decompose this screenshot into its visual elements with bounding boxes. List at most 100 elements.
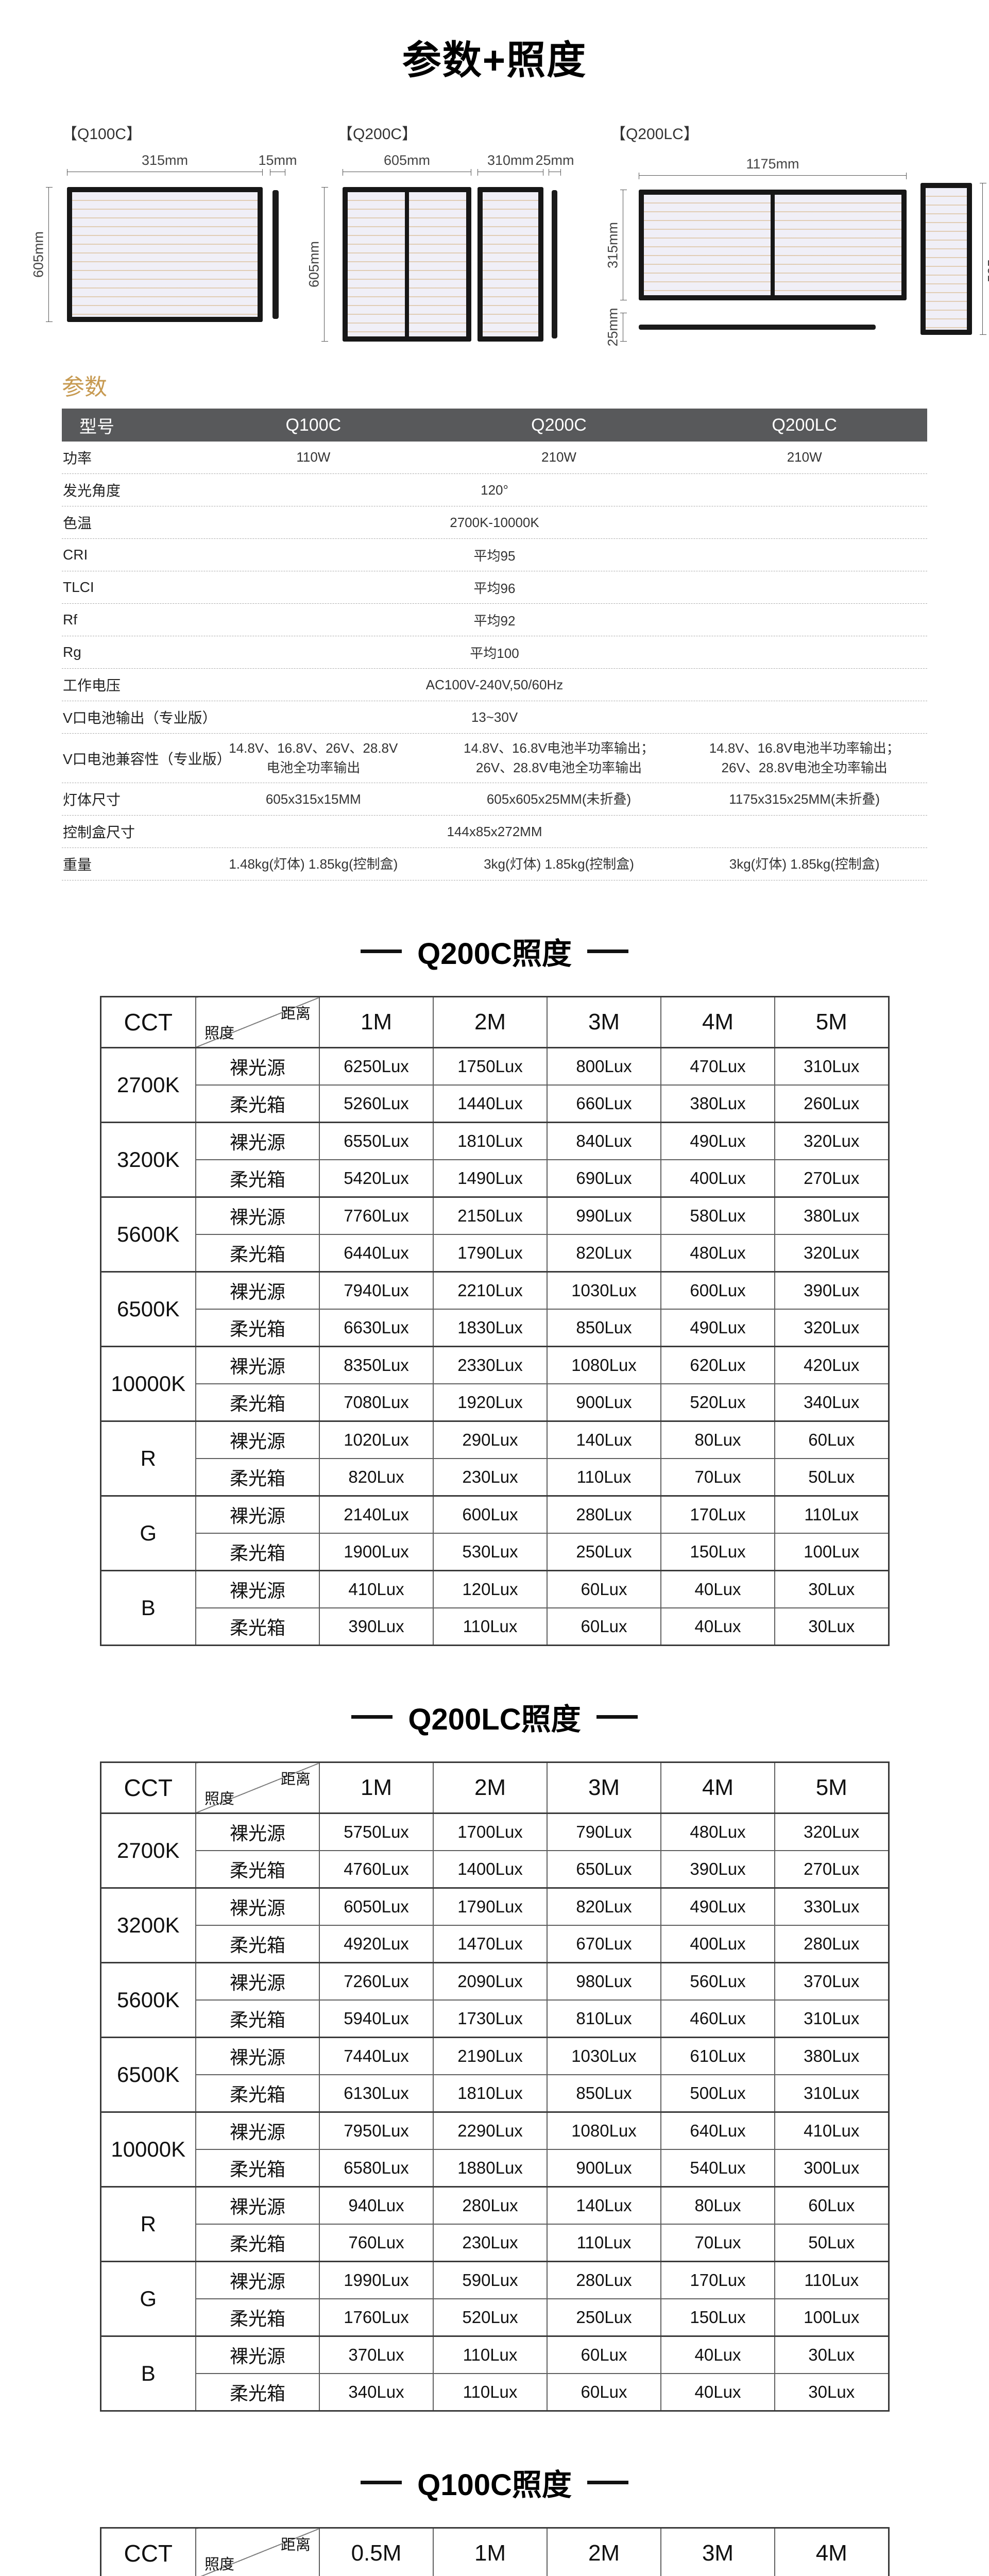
lux-value: 2210Lux [433,1271,548,1310]
lux-value: 1790Lux [433,1234,548,1273]
param-row-label: 发光角度 [63,483,121,499]
lux-value: 80Lux [660,2186,775,2225]
lux-value: 1490Lux [433,1159,548,1198]
param-merged-value: 120° [481,482,508,498]
lux-value: 410Lux [319,1570,434,1609]
lux-value: 480Lux [660,1812,775,1852]
lux-value: 490Lux [660,1887,775,1926]
header-distance-1m: 1M [319,1761,434,1815]
lux-value: 1030Lux [547,1271,661,1310]
header-distance-3m: 3M [547,1761,661,1815]
diagram-q200lc: 【Q200LC】 1175mm 315mm 25mm 595mm [605,121,989,347]
lux-value: 590Lux [433,2261,548,2300]
illum-header-row: CCT 距离 照度 1M 2M 3M 4M 5M [100,1761,889,1815]
param-value-q200lc: 14.8V、16.8V电池半功率输出； 26V、28.8V电池全功率输出 [709,740,900,775]
lux-value: 540Lux [660,2149,775,2188]
param-row-label: 控制盒尺寸 [63,824,135,841]
header-cct-label: CCT [100,996,196,1049]
illum-row-bare-r: R 裸光源 1020Lux 290Lux 140Lux 80Lux 60Lux [100,1420,889,1497]
lux-value: 470Lux [660,1047,775,1086]
source-label-bare: 裸光源 [195,2111,320,2150]
param-row: 色温 2700K-10000K [62,506,927,539]
param-row-label: 色温 [63,515,92,531]
dim-q200lc-width: 1175mm [639,156,907,179]
lux-value: 380Lux [774,2037,889,2076]
lux-value: 380Lux [774,1196,889,1235]
param-value-q200c: 14.8V、16.8V电池半功率输出； 26V、28.8V电池全功率输出 [464,740,654,775]
diagram-q200lc-label: 【Q200LC】 [610,126,699,143]
lux-value: 60Lux [547,2335,661,2375]
params-header-model-q100c: Q100C [285,415,342,435]
source-label-bare: 裸光源 [195,1812,320,1852]
source-label-softbox: 柔光箱 [195,1999,320,2038]
lux-value: 940Lux [319,2186,434,2225]
source-label-softbox: 柔光箱 [195,1533,320,1571]
illum-row-bare-10000k: 10000K 裸光源 8350Lux 2330Lux 1080Lux 620Lux 420L… [100,1346,889,1422]
header-distance-4m: 4M [660,1761,775,1815]
illum-row-softbox-b: 柔光箱 340Lux 110Lux 60Lux 40Lux 30Lux [100,2373,889,2412]
param-values: 14.8V、16.8V、26V、28.8V 电池全功率输出 14.8V、16.8V… [62,734,927,783]
header-distance-0.5m: 0.5M [319,2527,434,2576]
param-value-q200c: 605x605x25MM(未折叠) [486,791,632,807]
cct-cell-2700k: 2700K [100,1812,196,1889]
param-row: 发光角度 120° [62,474,927,506]
param-merged-value: 平均96 [473,580,516,596]
lux-value: 820Lux [547,1887,661,1926]
illum-table-head: CCT 距离 照度 0.5M 1M 2M 3M 4M [100,2527,889,2576]
illum-row-softbox-10000k: 柔光箱 6580Lux 1880Lux 900Lux 540Lux 300Lux [100,2149,889,2188]
param-values: 605x315x15MM 605x605x25MM(未折叠) 1175x315x25… [62,785,927,815]
cct-cell-6500k: 6500K [100,1271,196,1347]
lux-value: 1900Lux [319,1533,434,1571]
lux-value: 60Lux [547,2373,661,2412]
source-label-bare: 裸光源 [195,2335,320,2375]
cct-cell-10000k: 10000K [100,2111,196,2188]
lux-value: 390Lux [660,1850,775,1889]
param-value-q100c: 1.48kg(灯体) 1.85kg(控制盒) [229,856,398,872]
diagram-q100c: 【Q100C】 315mm 15mm 605mm [31,121,299,322]
param-row: Rf 平均92 [62,604,927,636]
lux-value: 250Lux [547,1533,661,1571]
param-row: Rg 平均100 [62,636,927,669]
source-label-softbox: 柔光箱 [195,2373,320,2412]
illum-section-q200lc: Q200LC照度 CCT 距离 照度 1M 2M 3M 4M 5M 2700K 裸光源 5750Lux… [0,1695,989,2412]
param-row: 灯体尺寸 605x315x15MM 605x605x25MM(未折叠) 1175x31… [62,783,927,816]
param-row-label: 功率 [63,450,92,466]
cct-cell-3200k: 3200K [100,1122,196,1198]
lux-value: 140Lux [547,1420,661,1460]
param-row-label: Rf [63,612,77,628]
title-dash-left [361,2480,402,2484]
source-label-bare: 裸光源 [195,1887,320,1926]
lux-value: 30Lux [774,1570,889,1609]
lux-value: 660Lux [547,1084,661,1123]
lux-value: 380Lux [660,1084,775,1123]
dim-q200lc-side-height: 595mm [980,183,989,335]
illum-row-softbox-6500k: 柔光箱 6130Lux 1810Lux 850Lux 500Lux 310Lux [100,2074,889,2113]
lux-value: 810Lux [547,1999,661,2038]
illum-row-bare-5600k: 5600K 裸光源 7260Lux 2090Lux 980Lux 560Lux 370Lux [100,1962,889,2038]
q200c-panel-front-view [343,187,471,342]
param-row-label: 工作电压 [63,677,121,693]
lux-value: 230Lux [433,2224,548,2262]
lux-value: 1080Lux [547,2111,661,2150]
source-label-softbox: 柔光箱 [195,2298,320,2337]
source-label-softbox: 柔光箱 [195,2224,320,2262]
lux-value: 6550Lux [319,1122,434,1161]
lux-value: 1730Lux [433,1999,548,2038]
header-distance-label: 距离 [280,1771,311,1788]
params-header-model-q200lc: Q200LC [772,415,837,435]
source-label-softbox: 柔光箱 [195,1850,320,1889]
lux-value: 7940Lux [319,1271,434,1310]
header-distance-4m: 4M [774,2527,889,2576]
illum-row-softbox-5600k: 柔光箱 5940Lux 1730Lux 810Lux 460Lux 310Lux [100,1999,889,2038]
lux-value: 50Lux [774,2224,889,2262]
source-label-softbox: 柔光箱 [195,1234,320,1273]
lux-value: 900Lux [547,2149,661,2188]
illum-row-softbox-3200k: 柔光箱 5420Lux 1490Lux 690Lux 400Lux 270Lux [100,1159,889,1198]
lux-value: 1830Lux [433,1309,548,1347]
cct-cell-5600k: 5600K [100,1962,196,2038]
header-distance-3m: 3M [660,2527,775,2576]
illum-row-softbox-6500k: 柔光箱 6630Lux 1830Lux 850Lux 490Lux 320Lux [100,1309,889,1347]
lux-value: 390Lux [319,1607,434,1646]
lux-value: 490Lux [660,1122,775,1161]
lux-value: 400Lux [660,1925,775,1963]
